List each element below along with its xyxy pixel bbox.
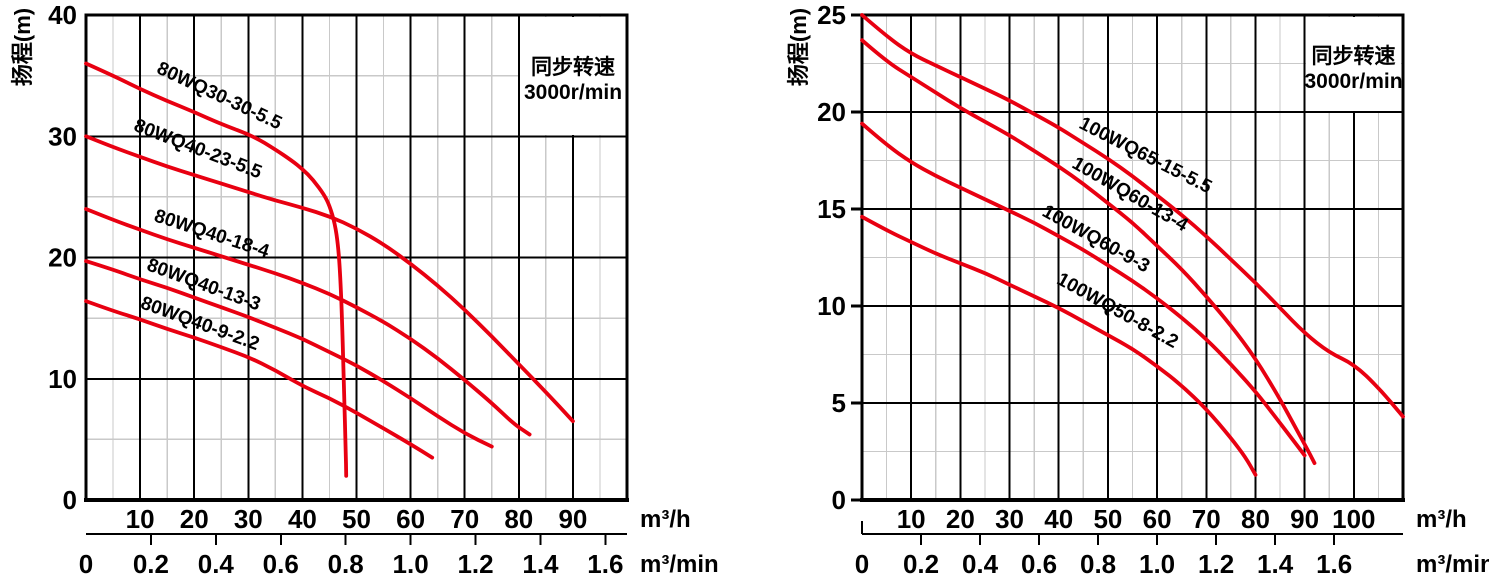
y-tick-label: 25 <box>817 0 846 30</box>
min-tick-label: 1.6 <box>1316 549 1352 579</box>
min-tick-label: 1.6 <box>587 549 623 579</box>
x-tick-label: 60 <box>1143 504 1172 534</box>
curve-label: 100WQ60-9-3 <box>1039 201 1154 277</box>
y-tick-label: 30 <box>48 121 77 151</box>
x-tick-label: 90 <box>558 504 587 534</box>
x-tick-label: 40 <box>1044 504 1073 534</box>
min-tick-label: 0.4 <box>962 549 999 579</box>
pump-curve-80WQ40-23-5.5 <box>84 134 575 424</box>
sync-speed-label: 同步转速 <box>1312 44 1396 68</box>
pump-curve-100WQ60-9-3 <box>860 121 1307 458</box>
pump-curve-80WQ40-13-3 <box>84 259 494 449</box>
y-tick-label: 20 <box>48 243 77 273</box>
curve-label: 80WQ40-23-5.5 <box>131 115 265 183</box>
x-tick-label: 70 <box>450 504 479 534</box>
y-axis-title: 扬程(m) <box>10 8 35 86</box>
pump-curve-100WQ60-13-4 <box>860 38 1317 465</box>
y-tick-label: 0 <box>63 485 77 515</box>
flow-unit-min-label: m³/min <box>1416 551 1489 578</box>
min-tick-label: 0.2 <box>903 549 939 579</box>
min-tick-label: 1.0 <box>393 549 429 579</box>
min-tick-label: 0.2 <box>133 549 169 579</box>
x-tick-label: 60 <box>396 504 425 534</box>
x-tick-label: 40 <box>288 504 317 534</box>
y-tick-label: 10 <box>817 291 846 321</box>
pump-curve-80WQ40-9-2.2 <box>84 299 435 460</box>
sync-speed-rpm: 3000r/min <box>524 81 622 104</box>
x-tick-label: 50 <box>1093 504 1122 534</box>
x-tick-label: 10 <box>897 504 926 534</box>
x-tick-label: 10 <box>126 504 155 534</box>
x-tick-label: 30 <box>995 504 1024 534</box>
pump-curve-80WQ40-18-4 <box>84 207 532 437</box>
min-tick-label: 0.4 <box>198 549 235 579</box>
min-tick-label: 1.2 <box>457 549 493 579</box>
min-tick-label: 0.8 <box>1080 549 1116 579</box>
flow-unit-h-label: m³/h <box>640 506 691 533</box>
x-tick-label: 70 <box>1192 504 1221 534</box>
y-tick-label: 20 <box>817 97 846 127</box>
x-tick-label: 80 <box>504 504 533 534</box>
y-tick-label: 15 <box>817 194 846 224</box>
flow-unit-h-label: m³/h <box>1416 506 1467 533</box>
x-tick-label: 30 <box>234 504 263 534</box>
min-tick-label: 0.8 <box>328 549 364 579</box>
y-tick-label: 5 <box>832 388 846 418</box>
x-tick-label: 80 <box>1241 504 1270 534</box>
pump-curve-80WQ30-30-5.5 <box>84 61 349 478</box>
sync-speed-rpm: 3000r/min <box>1304 70 1402 93</box>
min-tick-label: 1.4 <box>522 549 559 579</box>
y-tick-label: 10 <box>48 364 77 394</box>
pump-curve-100WQ50-8-2.2 <box>860 214 1258 477</box>
x-tick-label: 20 <box>180 504 209 534</box>
min-tick-label: 0 <box>855 549 869 579</box>
pump-curve-100WQ65-15-5.5 <box>860 13 1405 419</box>
y-axis-title: 扬程(m) <box>786 8 811 86</box>
legend-box <box>1306 17 1401 111</box>
flow-unit-min-label: m³/min <box>640 551 719 578</box>
min-tick-label: 1.4 <box>1257 549 1294 579</box>
min-tick-label: 1.2 <box>1198 549 1234 579</box>
min-tick-label: 0.6 <box>263 549 299 579</box>
x-tick-label: 20 <box>946 504 975 534</box>
min-tick-label: 0.6 <box>1021 549 1057 579</box>
x-tick-label: 100 <box>1332 504 1375 534</box>
x-tick-label: 90 <box>1290 504 1319 534</box>
sync-speed-label: 同步转速 <box>531 55 615 79</box>
x-tick-label: 50 <box>342 504 371 534</box>
min-tick-label: 1.0 <box>1139 549 1175 579</box>
legend-box <box>520 17 626 135</box>
y-tick-label: 40 <box>48 0 77 30</box>
min-tick-label: 0 <box>79 549 93 579</box>
y-tick-label: 0 <box>832 485 846 515</box>
